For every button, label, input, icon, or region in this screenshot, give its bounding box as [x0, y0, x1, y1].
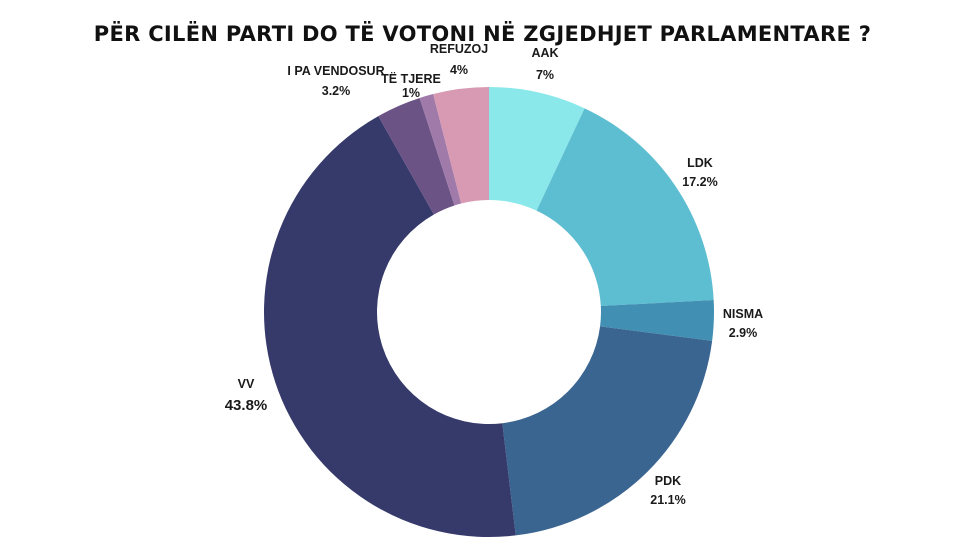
donut-slices — [264, 87, 714, 537]
slice-i-pa-vendosur — [378, 97, 455, 215]
slice-label: REFUZOJ — [430, 42, 488, 56]
slice-nisma — [600, 300, 714, 341]
slice-value-label: 2.9% — [729, 326, 758, 340]
slice-label: VV — [238, 377, 255, 391]
slice-label: AAK — [531, 46, 558, 60]
slice-t-tjere — [419, 94, 462, 206]
slice-value-label: 3.2% — [322, 84, 351, 98]
slice-label: TË TJERE — [381, 71, 441, 86]
slice-value-label: 4% — [450, 63, 468, 77]
chart-title: PËR CILËN PARTI DO TË VOTONI NË ZGJEDHJE… — [93, 22, 872, 46]
slice-label: LDK — [687, 156, 713, 170]
slice-label: PDK — [655, 474, 681, 488]
slice-value-label: 17.2% — [682, 175, 717, 189]
slice-value-label: 1% — [402, 86, 420, 100]
slice-label: NISMA — [723, 307, 763, 321]
slice-value-label: 21.1% — [650, 493, 685, 507]
slice-aak — [489, 87, 585, 211]
slice-value-label: 43.8% — [225, 397, 268, 414]
slice-refuzoj — [433, 87, 489, 204]
slice-ldk — [536, 108, 714, 307]
slice-value-label: 7% — [536, 68, 554, 82]
slice-label: I PA VENDOSUR — [287, 64, 384, 78]
slice-vv — [264, 116, 516, 537]
donut-labels: AAK 7% LDK 17.2% NISMA 2.9% PDK 21.1% VV 43.8% I P… — [225, 42, 763, 507]
slice-pdk — [502, 326, 713, 536]
